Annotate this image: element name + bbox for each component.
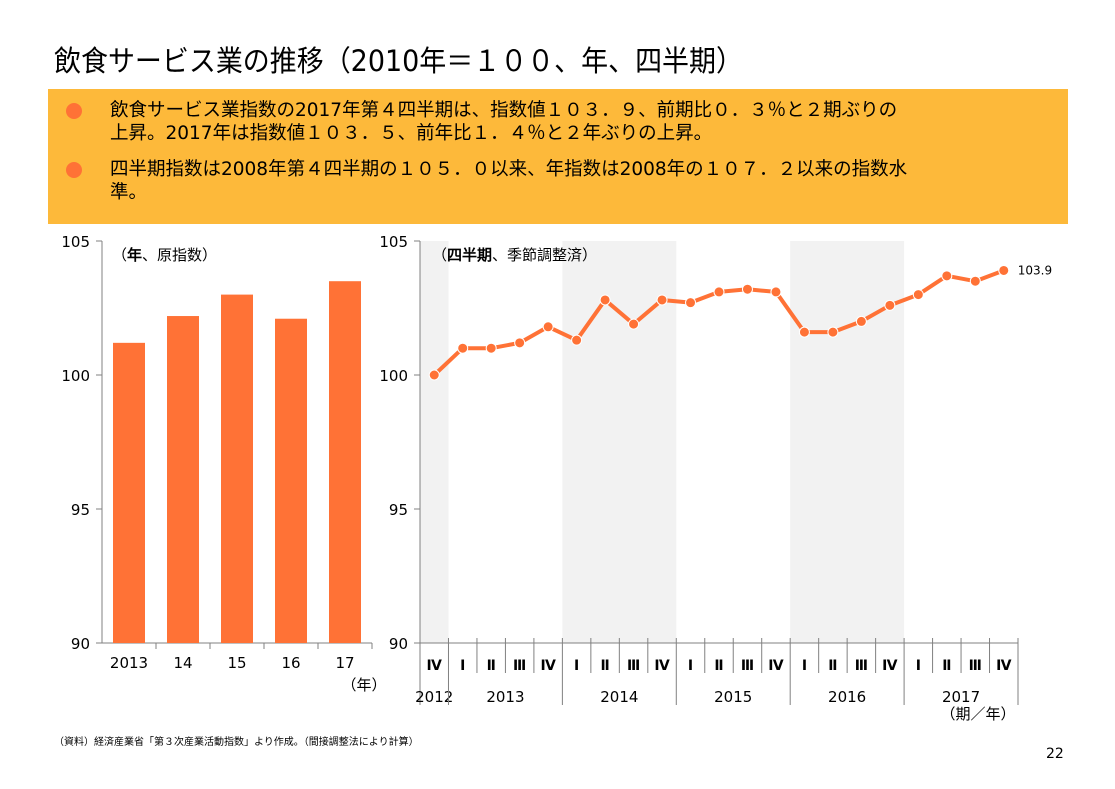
data-point [941,270,953,282]
data-point [969,275,981,287]
data-point [656,294,668,306]
year-band-2014 [562,241,677,643]
quarter-label: Ⅲ [741,658,754,674]
quarter-label: Ⅳ [768,658,784,674]
quarter-label: Ⅲ [513,658,526,674]
data-point [571,334,583,346]
quarter-label: Ⅲ [855,658,868,674]
bullet-dot-icon [66,103,82,119]
data-point [628,318,640,330]
year-label: 2014 [600,688,638,706]
data-point [514,337,526,349]
data-point [798,326,810,338]
y-tick-label: 100 [379,367,408,385]
data-point [685,297,697,309]
y-tick-label: 105 [379,233,408,251]
data-point [599,294,611,306]
data-point [998,264,1010,276]
x-tick-label: 17 [335,654,354,672]
data-label: 103.9 [1018,263,1052,277]
summary-bullet-text: 四半期指数は2008年第４四半期の１０５．０以来、年指数は2008年の１０７．２… [110,159,908,203]
bar-2013 [113,342,145,643]
quarter-label: Ⅰ [916,658,921,674]
chart-title: （年、原指数） [112,246,217,264]
y-tick-label: 90 [389,635,408,653]
bar-14 [167,316,199,643]
quarter-label: Ⅲ [627,658,640,674]
quarter-label: Ⅱ [600,658,609,674]
x-tick-label: 16 [281,654,300,672]
quarter-label: Ⅲ [969,658,982,674]
series-line [432,268,1005,377]
source-note: （資料）経済産業省「第３次産業活動指数」より作成。（間接調整法により計算） [54,737,419,748]
year-label: 2017 [942,688,980,706]
x-tick-label: 14 [173,654,192,672]
x-axis-unit-label: （年） [341,676,386,694]
quarter-label: Ⅰ [688,658,693,674]
bullet-dot-icon [66,162,82,178]
year-band-2012 [420,241,449,643]
quarter-label: Ⅰ [802,658,807,674]
year-label: 2013 [486,688,524,706]
bar-16 [275,318,307,643]
quarter-label: Ⅱ [714,658,723,674]
quarter-label: Ⅱ [828,658,837,674]
bar-15 [221,294,253,643]
quarter-label: Ⅳ [540,658,556,674]
x-axis-unit-label: （期／年） [940,705,1015,723]
quarter-label: Ⅳ [654,658,670,674]
year-label: 2015 [714,688,752,706]
y-tick-label: 90 [71,635,90,653]
chart-title: （四半期、季節調整済） [432,246,597,264]
data-point [428,369,440,381]
quarter-label: Ⅳ [996,658,1012,674]
x-tick-label: 15 [227,654,246,672]
quarter-label: Ⅰ [460,658,465,674]
data-point [770,286,782,298]
data-point [542,321,554,333]
data-point [485,342,497,354]
data-point [827,326,839,338]
y-tick-label: 95 [71,501,90,519]
quarter-label: Ⅰ [574,658,579,674]
data-point [713,286,725,298]
quarter-label: Ⅳ [882,658,898,674]
x-tick-label: 2013 [110,654,148,672]
bar-17 [329,281,361,643]
year-label: 2016 [828,688,866,706]
data-point [912,289,924,301]
data-point [741,283,753,295]
y-tick-label: 105 [61,233,90,251]
quarter-label: Ⅱ [942,658,951,674]
summary-box: 飲食サービス業指数の2017年第４四半期は、指数値１０３．９、前期比０．３％と２… [48,89,1068,224]
year-label: 2012 [415,688,453,706]
data-point [884,299,896,311]
data-point [457,342,469,354]
quarter-label: Ⅳ [427,658,443,674]
y-tick-label: 95 [389,501,408,519]
summary-bullet-text: 飲食サービス業指数の2017年第４四半期は、指数値１０３．９、前期比０．３％と２… [110,100,898,144]
quarter-label: Ⅱ [487,658,496,674]
annual-bar-chart: 90 95 100 105 2013 14 15 16 17 （年） （年、原指数） [61,233,386,694]
page-title: 飲食サービス業の推移（2010年＝１００、年、四半期） [54,44,743,78]
page-number: 22 [1046,746,1064,762]
data-point [855,315,867,327]
y-tick-label: 100 [61,367,90,385]
